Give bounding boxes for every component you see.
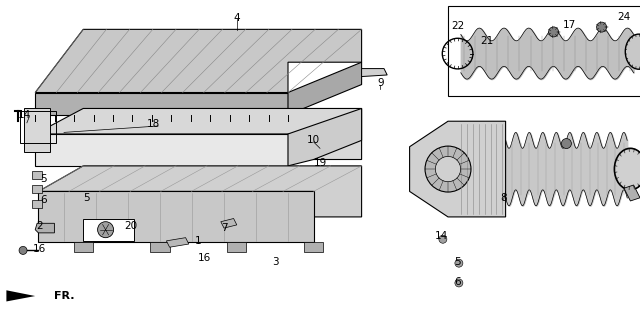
- Text: 24: 24: [618, 11, 630, 22]
- Text: 19: 19: [314, 158, 326, 168]
- Polygon shape: [362, 69, 387, 77]
- Polygon shape: [6, 290, 35, 301]
- Text: 17: 17: [563, 20, 576, 30]
- Polygon shape: [38, 166, 362, 217]
- Circle shape: [455, 259, 463, 267]
- Circle shape: [19, 246, 27, 255]
- Ellipse shape: [625, 34, 640, 69]
- Bar: [20, 111, 56, 143]
- Text: 16: 16: [198, 253, 211, 263]
- Circle shape: [561, 138, 572, 149]
- Text: 20: 20: [125, 221, 138, 232]
- Polygon shape: [166, 238, 189, 247]
- Polygon shape: [410, 121, 506, 217]
- Circle shape: [455, 279, 463, 287]
- Polygon shape: [35, 223, 54, 233]
- Text: 7: 7: [221, 223, 227, 233]
- Circle shape: [98, 222, 114, 238]
- Text: 14: 14: [435, 231, 448, 241]
- Text: 10: 10: [307, 135, 320, 145]
- Polygon shape: [35, 108, 362, 160]
- Text: 5: 5: [40, 174, 47, 184]
- Bar: [448, 6, 640, 96]
- Bar: [83, 219, 134, 241]
- Circle shape: [425, 146, 471, 192]
- Polygon shape: [35, 134, 288, 166]
- Text: 18: 18: [147, 119, 160, 130]
- Ellipse shape: [614, 148, 640, 190]
- Polygon shape: [624, 185, 640, 201]
- Polygon shape: [221, 219, 237, 228]
- Polygon shape: [35, 29, 362, 93]
- Polygon shape: [288, 62, 362, 115]
- Text: 1: 1: [195, 236, 202, 246]
- Text: 21: 21: [480, 36, 493, 46]
- Text: 8: 8: [500, 193, 507, 203]
- Polygon shape: [35, 93, 288, 115]
- Circle shape: [439, 235, 447, 243]
- Bar: [24, 108, 50, 152]
- Polygon shape: [288, 108, 362, 166]
- Text: 2: 2: [36, 221, 43, 232]
- Text: 9: 9: [378, 78, 384, 88]
- Bar: [32, 185, 42, 193]
- Text: 6: 6: [40, 195, 47, 205]
- Polygon shape: [38, 191, 314, 242]
- Text: 14: 14: [18, 110, 31, 120]
- Text: 6: 6: [454, 277, 461, 287]
- Text: 22: 22: [451, 21, 464, 31]
- Polygon shape: [304, 242, 323, 252]
- Text: 4: 4: [234, 12, 240, 23]
- Polygon shape: [74, 242, 93, 252]
- Polygon shape: [150, 242, 170, 252]
- Bar: [32, 200, 42, 208]
- Text: FR.: FR.: [54, 291, 75, 301]
- Polygon shape: [227, 242, 246, 252]
- Text: 5: 5: [83, 193, 90, 203]
- Text: 16: 16: [33, 244, 46, 254]
- Bar: [32, 171, 42, 179]
- Text: 3: 3: [272, 256, 278, 267]
- Text: 5: 5: [454, 256, 461, 267]
- Circle shape: [435, 156, 461, 182]
- Circle shape: [548, 27, 559, 37]
- Circle shape: [596, 22, 607, 32]
